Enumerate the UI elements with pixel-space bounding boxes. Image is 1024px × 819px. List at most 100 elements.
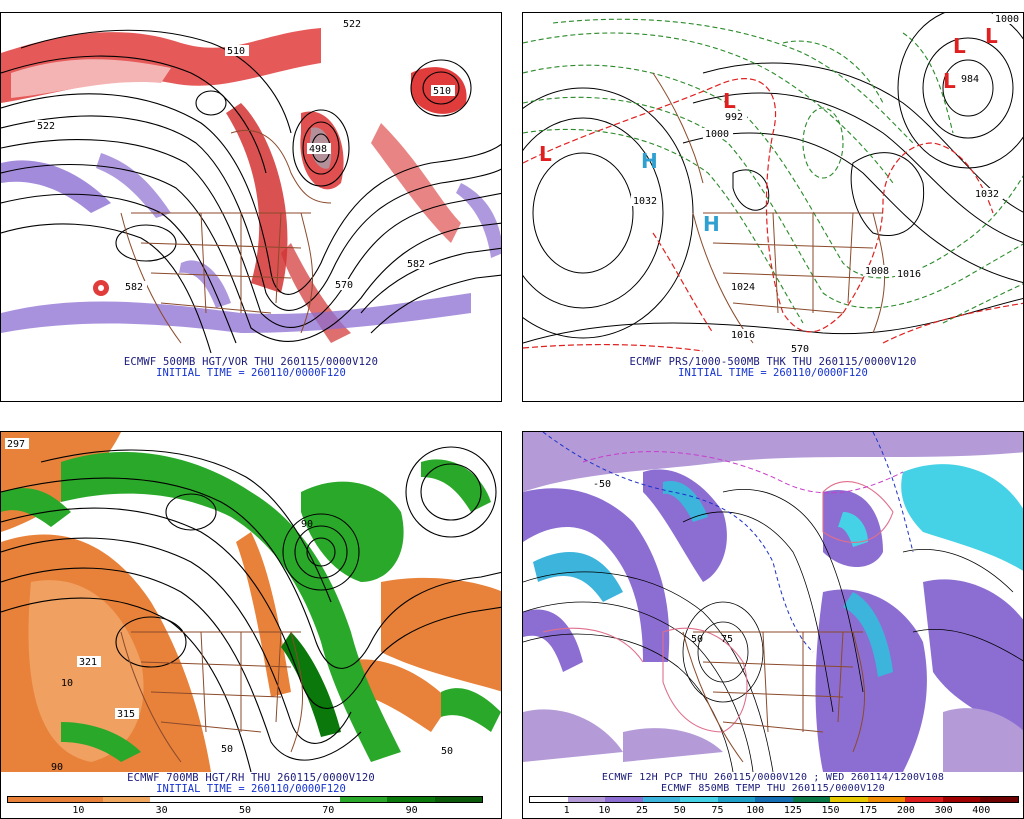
- thickness-lines: [523, 18, 1023, 324]
- colorbar-swatch: [942, 797, 981, 802]
- svg-text:-50: -50: [593, 479, 611, 490]
- svg-text:90: 90: [51, 762, 63, 772]
- svg-text:10: 10: [61, 678, 73, 689]
- colorbar-swatch: [197, 797, 246, 802]
- colorbar-swatch: [867, 797, 906, 802]
- colorbar-swatch: [530, 797, 568, 802]
- colorbar-swatch: [830, 797, 868, 802]
- colorbar-swatch: [434, 797, 483, 802]
- svg-text:315: 315: [117, 709, 135, 720]
- svg-text:992: 992: [725, 112, 743, 123]
- contour-labels: 50 75 -50: [593, 479, 733, 645]
- map-pcp: 50 75 -50: [523, 432, 1023, 772]
- precip-colorbar-ticks: 1 10 25 50 75 100 125 150 175 200 300 400: [529, 805, 1019, 817]
- svg-text:582: 582: [125, 282, 143, 293]
- colorbar-swatch: [8, 797, 56, 802]
- warm-contours: [542, 481, 894, 733]
- svg-text:50: 50: [441, 746, 453, 757]
- svg-text:498: 498: [309, 144, 327, 155]
- svg-text:L: L: [985, 24, 998, 48]
- colorbar-swatch: [642, 797, 681, 802]
- svg-text:90: 90: [301, 519, 313, 530]
- precip-shading: [523, 432, 1023, 772]
- colorbar-tick-label: 25: [636, 805, 649, 816]
- svg-text:297: 297: [7, 439, 25, 450]
- svg-text:H: H: [641, 149, 658, 173]
- svg-text:1016: 1016: [731, 330, 755, 341]
- pressure-centers: H H L L L L L: [539, 24, 998, 236]
- svg-text:510: 510: [227, 46, 245, 57]
- colorbar-swatch: [980, 797, 1018, 802]
- panel-700mb-hgt-rh: 297 321 315 50 10 90 50 90 ECMWF 700MB H…: [0, 431, 502, 819]
- rh-colorbar-ticks: 10 30 50 70 90: [7, 805, 483, 817]
- svg-text:L: L: [943, 69, 956, 93]
- colorbar-swatch: [717, 797, 756, 802]
- colorbar-swatch: [792, 797, 831, 802]
- svg-text:1032: 1032: [975, 189, 999, 200]
- political-borders: [120, 129, 332, 344]
- initial-time: INITIAL TIME = 260110/0000F120: [156, 783, 346, 795]
- colorbar-tick-label: 90: [405, 805, 418, 816]
- svg-text:510: 510: [433, 86, 451, 97]
- svg-text:522: 522: [37, 121, 55, 132]
- colorbar-swatch: [339, 797, 388, 802]
- svg-text:522: 522: [343, 19, 361, 30]
- height-contours: [1, 446, 501, 772]
- contour-labels: 522 510 498 522 510 582 582 570: [35, 18, 455, 293]
- svg-text:50: 50: [691, 634, 703, 645]
- colorbar-tick-label: 100: [746, 805, 765, 816]
- contour-labels: 1032 1032 1024 1016 1008 1000 992 1016 9…: [631, 13, 1023, 355]
- colorbar-tick-label: 1: [563, 805, 570, 816]
- svg-text:1000: 1000: [705, 129, 729, 140]
- contour-labels: 297 321 315 50 10 90 50 90: [5, 438, 453, 772]
- secondary-caption: ECMWF 850MB TEMP THU 260115/0000V120: [661, 783, 885, 794]
- panel-12h-pcp-850mb-temp: 50 75 -50 ECMWF 12H PCP THU 260115/0000V…: [522, 431, 1024, 819]
- colorbar-tick-label: 10: [72, 805, 85, 816]
- map-700mb: 297 321 315 50 10 90 50 90: [1, 432, 501, 772]
- political-borders: [120, 631, 304, 763]
- colorbar-swatch: [150, 797, 198, 802]
- colorbar-tick-label: 75: [711, 805, 724, 816]
- svg-text:570: 570: [791, 344, 809, 355]
- colorbar-tick-label: 30: [155, 805, 168, 816]
- colorbar-swatch: [55, 797, 103, 802]
- colorbar-tick-label: 10: [598, 805, 611, 816]
- colorbar-tick-label: 125: [783, 805, 802, 816]
- colorbar-swatch: [245, 797, 293, 802]
- svg-text:321: 321: [79, 657, 97, 668]
- rh-shading: [1, 432, 501, 772]
- svg-text:L: L: [953, 34, 966, 58]
- rh-colorbar: [7, 796, 483, 803]
- panel-caption: ECMWF PRS/1000-500MB THK THU 260115/0000…: [629, 356, 917, 368]
- colorbar-swatch: [567, 797, 606, 802]
- map-prs-thk: H H L L L L L 1032 1032 1024 1016 1008 1…: [523, 13, 1023, 358]
- panel-caption: ECMWF 12H PCP THU 260115/0000V120 ; WED …: [601, 772, 945, 783]
- svg-text:570: 570: [335, 280, 353, 291]
- colorbar-swatch: [605, 797, 643, 802]
- svg-text:1016: 1016: [897, 269, 921, 280]
- colorbar-tick-label: 300: [934, 805, 953, 816]
- colorbar-tick-label: 150: [821, 805, 840, 816]
- svg-text:75: 75: [721, 634, 733, 645]
- panel-500mb-hgt-vor: 522 510 498 522 510 582 582 570 ECMWF 50…: [0, 12, 502, 402]
- colorbar-tick-label: 200: [896, 805, 915, 816]
- isobars: [523, 13, 1023, 344]
- colorbar-swatch: [905, 797, 943, 802]
- colorbar-swatch: [102, 797, 151, 802]
- colorbar-swatch: [680, 797, 718, 802]
- svg-text:H: H: [703, 212, 720, 236]
- svg-text:582: 582: [407, 259, 425, 270]
- panel-caption: ECMWF 700MB HGT/RH THU 260115/0000V120: [127, 772, 375, 784]
- map-500mb: 522 510 498 522 510 582 582 570: [1, 13, 501, 358]
- political-borders: [682, 631, 866, 763]
- thickness-546-line: [523, 78, 1023, 352]
- svg-text:50: 50: [221, 744, 233, 755]
- initial-time: INITIAL TIME = 260110/0000F120: [156, 367, 346, 379]
- initial-time: INITIAL TIME = 260110/0000F120: [678, 367, 868, 379]
- panel-caption: ECMWF 500MB HGT/VOR THU 260115/0000V120: [123, 356, 379, 368]
- precip-colorbar: [529, 796, 1019, 803]
- colorbar-tick-label: 70: [322, 805, 335, 816]
- svg-text:1032: 1032: [633, 196, 657, 207]
- colorbar-tick-label: 400: [972, 805, 991, 816]
- colorbar-tick-label: 50: [238, 805, 252, 816]
